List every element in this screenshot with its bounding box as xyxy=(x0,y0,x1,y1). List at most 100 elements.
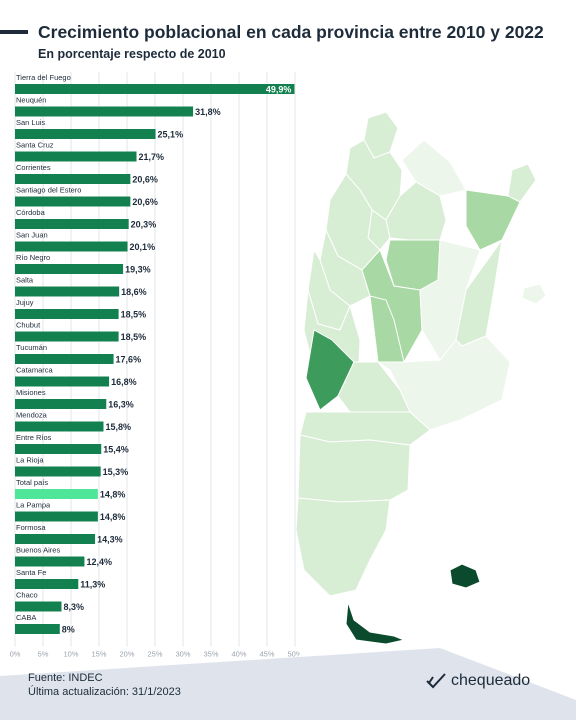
map-malvinas xyxy=(449,563,481,589)
x-tick-label: 30% xyxy=(175,650,190,659)
category-label: Total país xyxy=(16,478,48,487)
x-tick-label: 20% xyxy=(119,650,134,659)
value-label: 17,6% xyxy=(116,355,142,365)
accent-bar xyxy=(0,30,28,34)
brand-name: chequeado xyxy=(451,672,531,689)
value-label: 15,4% xyxy=(103,445,129,455)
category-label: Corrientes xyxy=(16,163,51,172)
bar xyxy=(15,331,119,342)
bar xyxy=(15,466,101,477)
bar xyxy=(15,309,119,319)
value-label: 49,9% xyxy=(266,85,292,95)
bar xyxy=(15,579,79,589)
x-tick-label: 40% xyxy=(231,650,246,659)
bar xyxy=(15,601,62,612)
x-tick-label: 10% xyxy=(63,650,78,659)
value-label: 31,8% xyxy=(195,107,221,117)
category-label: Buenos Aires xyxy=(16,546,60,555)
category-label: Neuquén xyxy=(16,96,46,105)
value-label: 8,3% xyxy=(63,602,84,612)
bar xyxy=(15,421,104,432)
category-label: Santa Fe xyxy=(16,568,46,577)
argentina-map xyxy=(295,111,547,645)
x-tick-label: 0% xyxy=(10,650,21,659)
value-label: 19,3% xyxy=(125,265,151,275)
category-label: San Luis xyxy=(16,118,45,127)
value-label: 20,6% xyxy=(132,197,158,207)
bar xyxy=(15,286,120,297)
x-tick-label: 45% xyxy=(259,650,274,659)
value-label: 20,3% xyxy=(131,220,157,230)
bar xyxy=(15,376,110,387)
category-label: Santa Cruz xyxy=(16,141,54,150)
bar xyxy=(15,444,102,454)
value-label: 14,3% xyxy=(97,535,123,545)
value-label: 14,8% xyxy=(100,512,126,522)
category-label: Salta xyxy=(16,276,34,285)
bar xyxy=(15,624,60,634)
chart-subtitle: En porcentaje respecto de 2010 xyxy=(38,47,226,61)
map-chubut xyxy=(297,434,411,503)
chequeado-logo: chequeado xyxy=(425,672,530,690)
bar xyxy=(15,84,295,94)
map-caba xyxy=(521,283,547,305)
value-label: 14,8% xyxy=(100,490,126,500)
value-label: 11,3% xyxy=(80,580,105,590)
value-label: 20,1% xyxy=(130,242,156,252)
map-santa-cruz xyxy=(295,497,391,597)
map-chaco xyxy=(385,181,447,241)
category-label: La Rioja xyxy=(16,456,44,465)
x-tick-label: 25% xyxy=(147,650,162,659)
map-tierra-del-fuego xyxy=(345,601,406,645)
value-label: 21,7% xyxy=(139,152,165,162)
chart-title: Crecimiento poblacional en cada provinci… xyxy=(38,22,544,42)
bar xyxy=(15,106,194,117)
map-santiago xyxy=(385,239,441,291)
update-note: Última actualización: 31/1/2023 xyxy=(28,686,181,698)
category-label: Mendoza xyxy=(16,411,48,420)
value-label: 12,4% xyxy=(86,557,112,567)
value-label: 15,3% xyxy=(103,467,129,477)
category-label: Entre Ríos xyxy=(16,433,52,442)
bar xyxy=(15,174,131,184)
value-label: 15,8% xyxy=(105,422,131,432)
x-tick-label: 35% xyxy=(203,650,218,659)
map-san-luis xyxy=(369,295,405,363)
value-label: 18,5% xyxy=(121,332,147,342)
category-label: Córdoba xyxy=(16,208,46,217)
value-label: 16,3% xyxy=(108,400,134,410)
value-label: 25,1% xyxy=(158,130,184,140)
category-label: Tucumán xyxy=(16,343,47,352)
value-label: 16,8% xyxy=(111,377,137,387)
category-label: La Pampa xyxy=(16,501,51,510)
source-note: Fuente: INDEC xyxy=(28,672,103,684)
category-label: Tierra del Fuego xyxy=(16,73,71,82)
value-label: 18,5% xyxy=(121,310,147,320)
x-tick-label: 15% xyxy=(91,650,106,659)
map-corrientes xyxy=(465,189,521,251)
x-tick-label: 50% xyxy=(287,650,300,659)
check-icon xyxy=(426,673,446,689)
category-label: Catamarca xyxy=(16,366,54,375)
category-label: Chubut xyxy=(16,321,41,330)
value-label: 20,6% xyxy=(132,175,158,185)
x-tick-label: 5% xyxy=(38,650,49,659)
category-label: Jujuy xyxy=(16,298,34,307)
bar xyxy=(15,219,129,229)
category-label: Formosa xyxy=(16,523,46,532)
category-label: Santiago del Estero xyxy=(16,186,81,195)
category-label: Chaco xyxy=(16,591,38,600)
bar xyxy=(15,241,128,252)
bar xyxy=(15,196,131,207)
value-label: 18,6% xyxy=(121,287,147,297)
bar xyxy=(15,534,96,544)
bar xyxy=(15,556,85,567)
bar xyxy=(15,129,156,139)
bar xyxy=(15,151,137,162)
bar xyxy=(15,354,114,364)
bar xyxy=(15,489,98,499)
category-label: San Juan xyxy=(16,231,48,240)
category-label: Río Negro xyxy=(16,253,50,262)
value-label: 8% xyxy=(62,625,75,635)
